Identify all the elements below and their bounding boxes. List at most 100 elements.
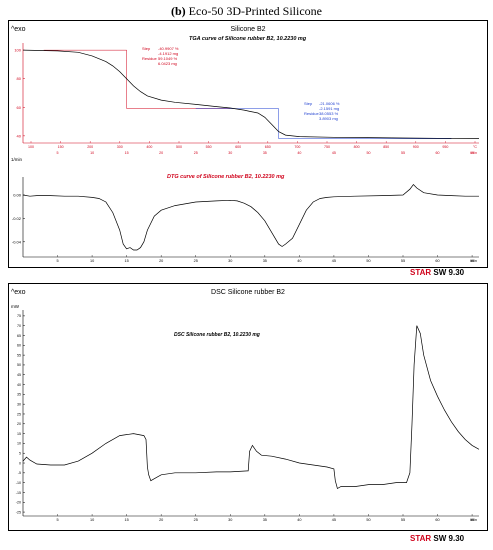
dsc-y-tick-label: 55 (17, 353, 21, 357)
dsc-x-unit: min (471, 518, 477, 522)
dsc-x-tick-label: 35 (263, 518, 267, 522)
tga-temp-tick-label: 800 (354, 145, 360, 149)
top-star-suffix: SW 9.30 (431, 268, 465, 277)
dsc-y-tick-label: 75 (17, 314, 21, 318)
dsc-y-tick-label: 0 (19, 461, 21, 465)
tga-time-tick-label: 55 (401, 151, 405, 155)
dsc-x-tick-label: 5 (56, 518, 58, 522)
tga-dtg-plot: ^exo Silicone B2 TGA curve of Silicone r… (11, 26, 480, 263)
tga-time-tick-label: 40 (297, 151, 301, 155)
dsc-y-tick-label: -20 (16, 501, 21, 505)
dtg-x-tick-label: 55 (401, 259, 405, 263)
step2-step-label: Step (304, 101, 313, 106)
top-star-prefix: STAR (410, 268, 432, 277)
dsc-y-tick-label: 40 (17, 383, 21, 387)
tga-time-tick-label: 45 (332, 151, 336, 155)
dtg-x-tick-label: 45 (332, 259, 336, 263)
tga-time-tick-label: 20 (159, 151, 163, 155)
dsc-y-tick-label: 5 (19, 452, 21, 456)
tga-temp-tick-label: 900 (413, 145, 419, 149)
dtg-y-tick-label: -0.02 (12, 216, 22, 221)
step1-residue-mg: 6.0423 mg (158, 61, 177, 66)
dsc-x-tick-label: 10 (90, 518, 94, 522)
dtg-x-tick-label: 35 (263, 259, 267, 263)
tga-temp-tick-label: 150 (58, 145, 64, 149)
dsc-x-tick-label: 50 (366, 518, 370, 522)
step2-annotation: Step -21.0606 % -2.1591 mg Residue 38.05… (304, 101, 340, 121)
tga-y-tick-label: 60 (17, 105, 22, 110)
tga-time-tick-label: 30 (228, 151, 232, 155)
tga-temp-tick-label: 700 (294, 145, 300, 149)
dtg-y-tick-label: 0.00 (13, 193, 22, 198)
bottom-header: DSC Silicone rubber B2 (211, 289, 285, 296)
dsc-y-tick-label: 10 (17, 442, 21, 446)
dsc-y-tick-label: -5 (18, 471, 21, 475)
tga-temp-tick-label: °C (473, 145, 477, 149)
tga-y-tick-label: 80 (17, 76, 22, 81)
dsc-y-tick-label: 60 (17, 344, 21, 348)
dtg-axis-unit: 1/min (11, 157, 23, 162)
dsc-y-tick-label: 70 (17, 324, 21, 328)
figure-title: (b) Eco-50 3D-Printed Silicone (0, 4, 493, 19)
bottom-curves (22, 325, 480, 490)
tga-temp-tick-label: 300 (117, 145, 123, 149)
dtg-x-unit: min (471, 259, 477, 263)
step2-residue-label: Residue (304, 111, 319, 116)
dsc-y-tick-label: 20 (17, 422, 21, 426)
top-curves (22, 49, 480, 251)
tga-y-tick-label: 100 (14, 48, 21, 53)
dtg-y-tick-label: -0.04 (12, 239, 22, 244)
dsc-axis-unit: mW (11, 304, 20, 309)
figure-title-text: Eco-50 3D-Printed Silicone (188, 4, 322, 18)
tga-time-tick-label: 65 (470, 151, 474, 155)
dsc-x-tick-label: 40 (297, 518, 301, 522)
dtg-x-tick-label: 15 (125, 259, 129, 263)
bottom-star-prefix: STAR (410, 534, 432, 543)
dsc-x-tick-label: 45 (332, 518, 336, 522)
bottom-star-logo: STAR SW 9.30 (410, 534, 464, 543)
step1-step-value: -40.9907 % (158, 46, 179, 51)
dsc-x-tick-label: 60 (435, 518, 439, 522)
dtg-x-tick-label: 40 (297, 259, 301, 263)
tga-temp-tick-label: 200 (87, 145, 93, 149)
dtg-x-tick-label: 30 (228, 259, 232, 263)
dsc-x-tick-label: 30 (228, 518, 232, 522)
dtg-x-tick-label: 25 (194, 259, 198, 263)
dsc-y-tick-label: 25 (17, 412, 21, 416)
dsc-y-tick-label: 65 (17, 334, 21, 338)
dtg-x-tick-label: 20 (159, 259, 163, 263)
tga-temp-tick-label: 500 (176, 145, 182, 149)
dsc-x-tick-label: 55 (401, 518, 405, 522)
dtg-title: DTG curve of Silicone rubber B2, 10.2230… (167, 174, 285, 180)
dsc-y-tick-label: 30 (17, 402, 21, 406)
dsc-series-line (22, 325, 480, 490)
tga-temp-tick-label: 600 (235, 145, 241, 149)
dsc-y-tick-label: 50 (17, 363, 21, 367)
step1-annotation: Step -40.9907 % -4.1912 mg Residue 59.10… (142, 46, 179, 66)
dsc-y-tick-label: -10 (16, 481, 21, 485)
step1-step-mg: -4.1912 mg (158, 51, 178, 56)
dsc-y-tick-label: -15 (16, 491, 21, 495)
bottom-exo-label: ^exo (11, 289, 26, 296)
dtg-x-tick-label: 50 (366, 259, 370, 263)
tga-temp-tick-label: 850 (383, 145, 389, 149)
dsc-plot: ^exo DSC Silicone rubber B2 DSC Silicone… (11, 289, 480, 522)
tga-y-tick-label: 40 (17, 133, 22, 138)
dtg-x-tick-label: 5 (56, 259, 58, 263)
dsc-y-tick-label: 35 (17, 393, 21, 397)
top-star-logo: STAR SW 9.30 (410, 268, 464, 277)
tga-time-tick-label: 50 (366, 151, 370, 155)
tga-series-line (22, 49, 480, 139)
dsc-x-tick-label: 15 (125, 518, 129, 522)
step2-residue-value: 38.0553 % (319, 111, 339, 116)
step1-residue-value: 59.1049 % (158, 56, 178, 61)
figure-label: (b) (171, 4, 186, 18)
tga-time-unit: min (471, 151, 477, 155)
bottom-star-suffix: SW 9.30 (431, 534, 465, 543)
bottom-axes: -25 -20 -15 -10 -5 0 5 10 15 20 25 30 35 40 45 50 55 60 65… (16, 310, 479, 522)
step1-step-label: Step (142, 46, 151, 51)
tga-time-tick-label: 60 (436, 151, 440, 155)
tga-time-tick-label: 10 (90, 151, 94, 155)
step2-step-mg: -2.1591 mg (319, 106, 339, 111)
